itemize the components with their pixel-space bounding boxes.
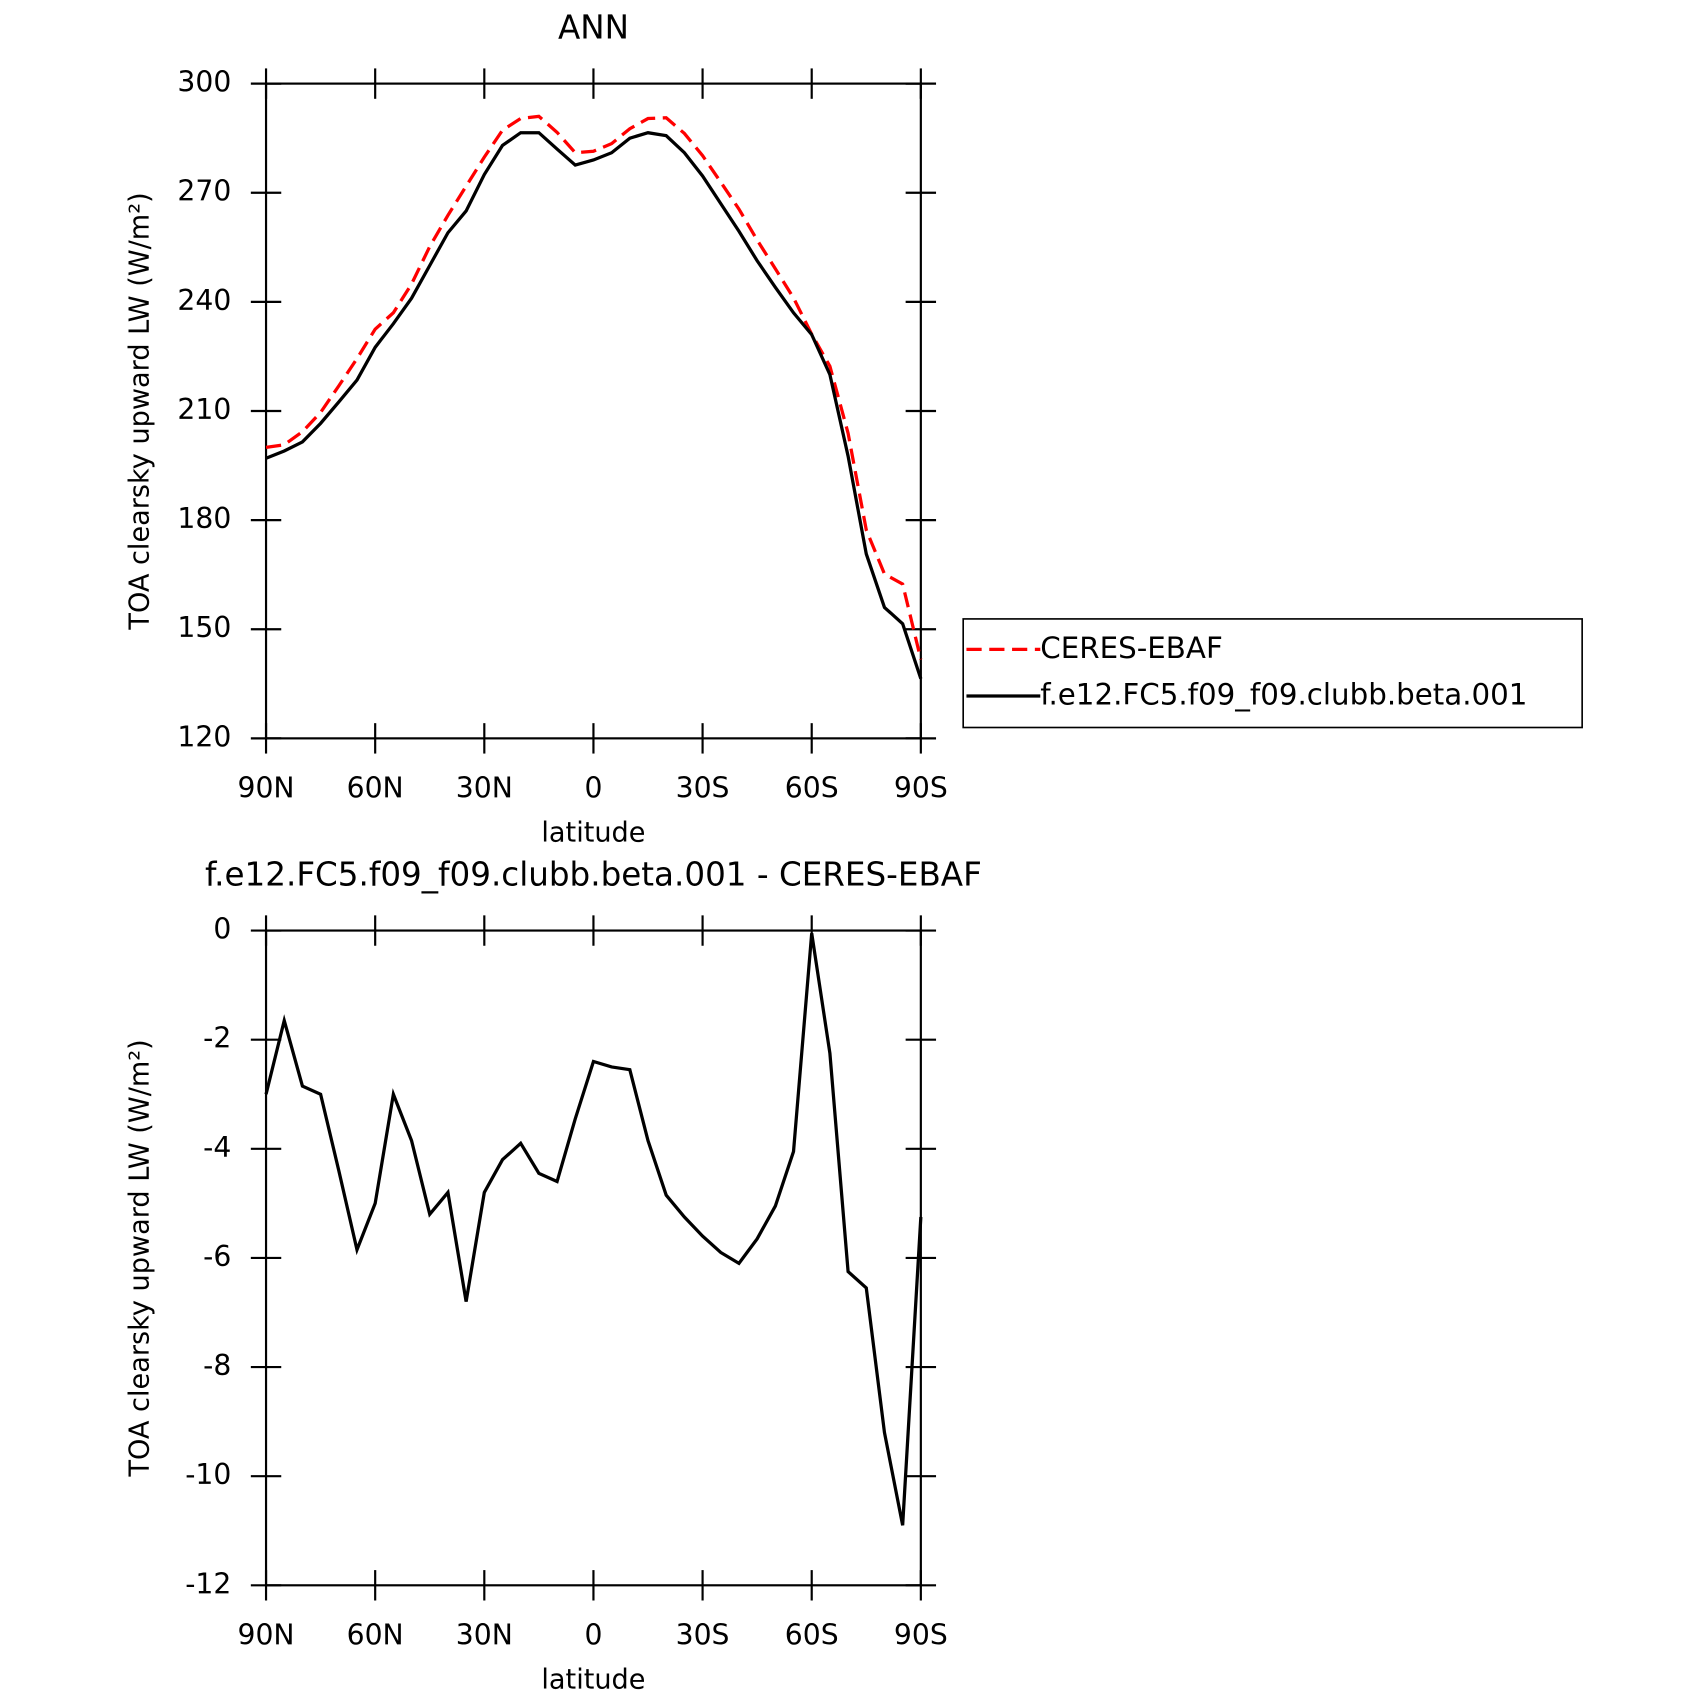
x-tick-label: 90N xyxy=(238,1618,295,1651)
x-tick-label: 90S xyxy=(894,1618,948,1651)
x-tick-label: 30N xyxy=(456,1618,513,1651)
series-line xyxy=(265,131,923,680)
y-tick-label: -8 xyxy=(203,1349,231,1382)
y-tick-label: -2 xyxy=(203,1022,231,1055)
y-tick-label: 150 xyxy=(177,611,231,644)
x-axis-label: latitude xyxy=(541,1664,645,1695)
y-tick-label: 0 xyxy=(213,913,231,946)
y-tick-label: 270 xyxy=(177,175,231,208)
y-tick-label: 240 xyxy=(177,284,231,317)
series-line xyxy=(265,114,923,660)
x-tick-label: 60S xyxy=(785,1618,839,1651)
x-tick-label: 60N xyxy=(347,771,404,804)
y-tick-label: 180 xyxy=(177,502,231,535)
plot-frame xyxy=(264,82,922,740)
legend-label: CERES-EBAF xyxy=(1040,631,1223,665)
chart-title: ANN xyxy=(558,8,629,46)
x-tick-label: 30N xyxy=(456,771,513,804)
series-line xyxy=(264,933,923,1526)
y-tick-label: 210 xyxy=(177,393,231,426)
x-tick-label: 30S xyxy=(676,771,730,804)
y-tick-label: -6 xyxy=(203,1240,231,1273)
y-tick-label: 120 xyxy=(177,720,231,753)
x-tick-label: 0 xyxy=(584,1618,602,1651)
x-tick-label: 90S xyxy=(894,771,948,804)
y-tick-label: -12 xyxy=(185,1567,231,1600)
legend-label: f.e12.FC5.f09_f09.clubb.beta.001 xyxy=(1040,678,1527,712)
plot-frame xyxy=(264,929,922,1587)
legend-box xyxy=(962,618,1583,729)
x-tick-label: 60N xyxy=(347,1618,404,1651)
x-tick-label: 30S xyxy=(676,1618,730,1651)
x-tick-label: 90N xyxy=(238,771,295,804)
x-tick-label: 60S xyxy=(785,771,839,804)
y-axis-label: TOA clearsky upward LW (W/m²) xyxy=(125,192,156,630)
chart-title: f.e12.FC5.f09_f09.clubb.beta.001 - CERES… xyxy=(205,855,982,893)
y-tick-label: -4 xyxy=(203,1131,231,1164)
x-tick-label: 0 xyxy=(584,771,602,804)
x-axis-label: latitude xyxy=(541,817,645,848)
y-tick-label: -10 xyxy=(185,1458,231,1491)
y-tick-label: 300 xyxy=(177,66,231,99)
y-axis-label: TOA clearsky upward LW (W/m²) xyxy=(125,1039,156,1477)
